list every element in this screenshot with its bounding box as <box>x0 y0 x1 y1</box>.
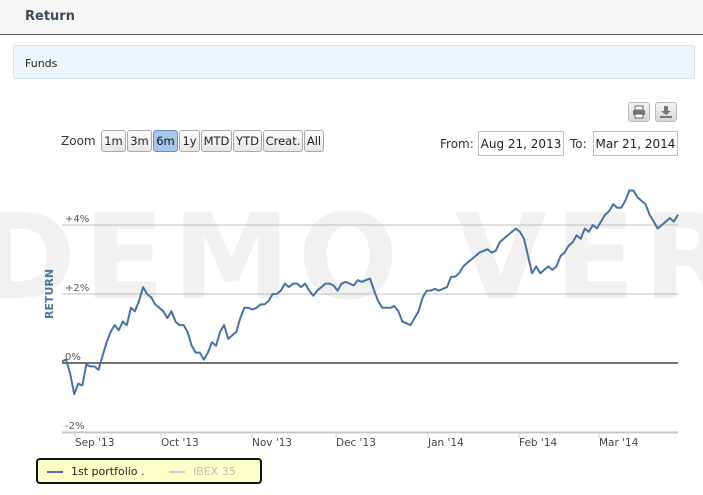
print-button[interactable] <box>628 102 650 122</box>
x-tick-label: Jan '14 <box>427 437 464 449</box>
return-chart: DEMO VER -2% 0% +2% +4% Sep '13 Oct '13 Nov '… <box>0 188 703 449</box>
watermark-text: DEMO VER <box>0 188 703 326</box>
zoom-creat-button[interactable]: Creat. <box>263 130 303 152</box>
zoom-1m-button[interactable]: 1m <box>101 130 126 152</box>
x-tick-label: Dec '13 <box>336 437 376 449</box>
legend-label-ibex-35: IBEX 35 <box>193 465 236 478</box>
y-tick-label: +2% <box>65 283 89 294</box>
x-tick-label: Feb '14 <box>519 437 557 449</box>
series-line-1st-portfolio <box>61 189 679 396</box>
y-tick-label: -2% <box>65 421 84 432</box>
y-axis-title: RETURN <box>43 269 56 319</box>
zoom-6m-button[interactable]: 6m <box>153 130 178 152</box>
chart-legend: 1st portfolio . IBEX 35 <box>36 458 262 484</box>
x-tick-label: Sep '13 <box>75 437 114 449</box>
zoom-ytd-button[interactable]: YTD <box>233 130 262 152</box>
zoom-1y-button[interactable]: 1y <box>179 130 200 152</box>
to-label: To: <box>570 137 587 151</box>
x-tick-label: Mar '14 <box>599 437 639 449</box>
x-axis-ticks: Sep '13 Oct '13 Nov '13 Dec '13 Jan '14 Feb '… <box>74 433 639 449</box>
zoom-mtd-button[interactable]: MTD <box>201 130 232 152</box>
download-button[interactable] <box>655 102 677 122</box>
from-date-input[interactable] <box>478 131 564 156</box>
x-tick-label: Nov '13 <box>252 437 292 449</box>
zoom-3m-button[interactable]: 3m <box>127 130 152 152</box>
from-label: From: <box>440 137 474 151</box>
legend-item-1st-portfolio[interactable]: 1st portfolio . <box>47 465 145 478</box>
y-axis-ticks: -2% 0% +2% +4% <box>65 214 89 432</box>
zoom-label: Zoom <box>61 134 96 148</box>
zoom-all-button[interactable]: All <box>304 130 324 152</box>
print-icon <box>633 105 645 119</box>
funds-panel[interactable]: Funds <box>13 45 695 79</box>
to-date-input[interactable] <box>593 131 678 156</box>
x-tick-label: Oct '13 <box>161 437 199 449</box>
download-icon <box>660 106 672 118</box>
legend-swatch-ibex-35 <box>169 471 185 473</box>
funds-label: Funds <box>25 57 58 70</box>
y-tick-label: +4% <box>65 214 89 225</box>
y-tick-label: 0% <box>65 352 81 363</box>
legend-swatch-1st-portfolio <box>47 471 63 473</box>
page-title: Return <box>25 9 75 24</box>
legend-item-ibex-35[interactable]: IBEX 35 <box>169 465 236 478</box>
grid-lines <box>62 224 678 433</box>
page-header: Return <box>0 0 703 35</box>
legend-label-1st-portfolio: 1st portfolio . <box>71 465 145 478</box>
